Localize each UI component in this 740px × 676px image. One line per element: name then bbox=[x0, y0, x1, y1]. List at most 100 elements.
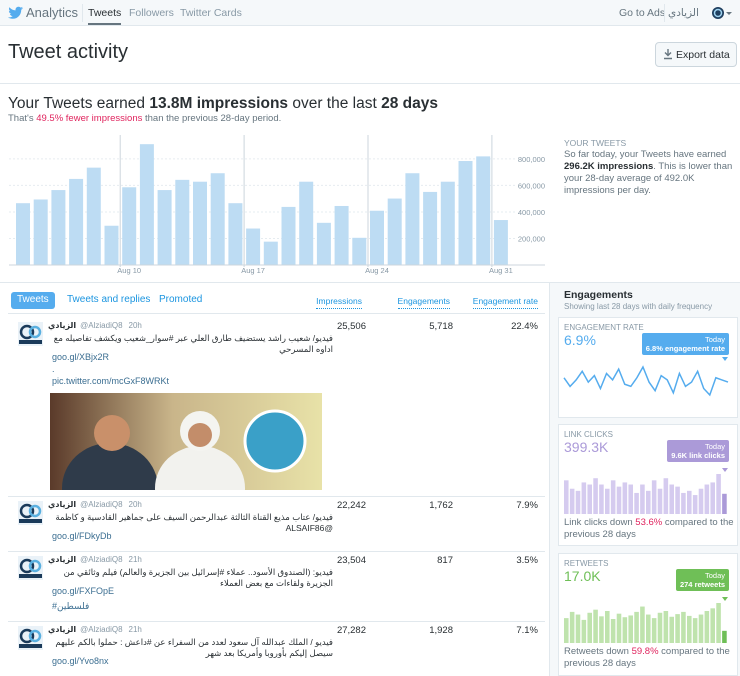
tweet-meta: الزيادي @AlziadiQ8 20h bbox=[48, 321, 142, 330]
bar bbox=[210, 173, 225, 265]
bar bbox=[33, 199, 48, 265]
avatar-logo2 bbox=[28, 504, 42, 518]
column-header[interactable]: Impressions bbox=[316, 296, 362, 309]
mini-bar bbox=[581, 619, 587, 643]
avatar-logo bbox=[19, 503, 35, 519]
bar bbox=[476, 156, 491, 265]
text-segment: 53.6% bbox=[635, 517, 663, 528]
mini-bar bbox=[634, 611, 639, 643]
engagements-cell: 817 bbox=[437, 555, 453, 566]
today-label: Today bbox=[704, 442, 725, 451]
today-value: 9.6K link clicks bbox=[671, 451, 725, 460]
nav-tab[interactable]: Twitter Cards bbox=[180, 7, 242, 19]
bar bbox=[51, 190, 66, 265]
today-value: 6.8% engagement rate bbox=[645, 344, 725, 353]
mini-bar bbox=[710, 608, 715, 643]
nav-tab[interactable]: Followers bbox=[129, 7, 174, 19]
tweet-handle: @AlziadiQ8 bbox=[80, 321, 123, 330]
rate-line bbox=[563, 365, 729, 397]
tweet-handle: @AlziadiQ8 bbox=[80, 555, 123, 564]
tweet-time: 20h bbox=[128, 321, 142, 330]
face-right bbox=[188, 423, 212, 447]
tweet-time: 20h bbox=[128, 500, 142, 509]
mini-bar bbox=[710, 482, 715, 514]
tweet-photo bbox=[50, 393, 322, 490]
engagements-cell: 1,762 bbox=[429, 500, 453, 511]
tweet-meta: الزيادي @AlziadiQ8 21h bbox=[48, 555, 142, 564]
user-name[interactable]: الزيادي bbox=[668, 7, 699, 19]
mini-bar bbox=[651, 618, 657, 643]
mini-bar bbox=[716, 474, 721, 514]
mini-bar bbox=[564, 618, 569, 643]
impressions-cell: 27,282 bbox=[336, 625, 366, 636]
text-segment: 28 days bbox=[381, 95, 438, 112]
mini-bar bbox=[569, 611, 575, 643]
go-to-ads[interactable]: Go to Ads bbox=[619, 7, 666, 19]
metric-total: 399.3K bbox=[564, 439, 609, 455]
mini-bar bbox=[646, 490, 651, 514]
metric-note: Retweets down 59.8% compared to the prev… bbox=[564, 646, 736, 670]
bar bbox=[440, 181, 455, 265]
bar bbox=[493, 220, 508, 265]
tweet-text: فيديو: (الصندوق الأسود.. عملاء #إسرائيل … bbox=[63, 567, 333, 588]
table-tab[interactable]: Tweets bbox=[11, 292, 55, 309]
nav-tab[interactable]: Tweets bbox=[88, 7, 122, 25]
bar bbox=[458, 161, 473, 265]
tweet-avatar bbox=[18, 626, 43, 650]
bar bbox=[405, 173, 420, 265]
tweet-link[interactable]: #فلسطين bbox=[52, 601, 90, 611]
mini-bar bbox=[698, 614, 704, 643]
sidebar-text: So far today, your Tweets have earned 29… bbox=[564, 149, 734, 197]
column-header[interactable]: Engagements bbox=[397, 296, 450, 309]
page-title: Tweet activity bbox=[8, 41, 129, 63]
tweet-link[interactable]: pic.twitter.com/mcGxF8WRKt bbox=[52, 376, 170, 386]
today-value: 274 retweets bbox=[679, 580, 725, 589]
rate-cell: 7.1% bbox=[516, 625, 538, 636]
tweet-link[interactable]: goo.gl/Yvo8nx bbox=[52, 656, 109, 666]
person-right bbox=[155, 446, 245, 490]
tweet-link[interactable]: goo.gl/FDkyDb bbox=[52, 531, 112, 541]
engagements-subtitle: Showing last 28 days with daily frequenc… bbox=[564, 302, 713, 311]
mini-bar bbox=[687, 490, 692, 514]
avatar-band bbox=[19, 519, 42, 523]
user-avatar bbox=[712, 7, 732, 19]
tweet-link[interactable]: . bbox=[52, 364, 55, 374]
tweet-link[interactable]: goo.gl/FXFOpE bbox=[52, 586, 115, 596]
mini-bar bbox=[569, 488, 575, 514]
table-tab[interactable]: Tweets and replies bbox=[67, 294, 151, 305]
bar bbox=[122, 187, 137, 265]
row-rule bbox=[8, 551, 545, 552]
engagements-cell: 5,718 bbox=[429, 321, 453, 332]
tweet-meta: الزيادي @AlziadiQ8 20h bbox=[48, 500, 142, 509]
column-header[interactable]: Engagement rate bbox=[472, 296, 538, 309]
row-rule bbox=[8, 621, 545, 622]
mini-bar bbox=[669, 616, 674, 643]
sidebar-title: YOUR TWEETS bbox=[564, 138, 627, 148]
tweet-link[interactable]: goo.gl/XBjx2R bbox=[52, 352, 110, 362]
table-tab[interactable]: Promoted bbox=[159, 294, 203, 305]
nav-divider bbox=[82, 4, 83, 22]
tweet-author: الزيادي bbox=[48, 500, 77, 509]
text-segment: 13.8M impressions bbox=[149, 95, 289, 112]
download-arrow bbox=[664, 49, 672, 60]
metric-label: RETWEETS bbox=[564, 559, 609, 568]
export-label[interactable]: Export data bbox=[676, 49, 730, 61]
mini-bar bbox=[722, 493, 727, 514]
x-tick-label: Aug 17 bbox=[241, 266, 265, 275]
tweet-time: 21h bbox=[128, 625, 142, 634]
mini-bar bbox=[581, 482, 587, 514]
metric-total: 17.0K bbox=[564, 568, 601, 584]
mini-bar bbox=[675, 614, 680, 643]
bar bbox=[370, 210, 384, 265]
mini-bar bbox=[681, 611, 686, 643]
mini-bar bbox=[575, 614, 581, 643]
tweet-text: فيديو / الملك عبدالله آل سعود لعدد من ال… bbox=[55, 637, 333, 658]
dropdown-caret bbox=[726, 12, 732, 15]
person-left bbox=[62, 443, 158, 490]
impressions-cell: 23,504 bbox=[336, 555, 366, 566]
impressions-chart: 200,000 400,000 600,000 800,000 Aug 10 Aug 17… bbox=[9, 135, 545, 275]
metric-note: Link clicks down 53.6% compared to the p… bbox=[564, 517, 736, 541]
mini-bar bbox=[610, 480, 616, 514]
metric-label: LINK CLICKS bbox=[564, 430, 613, 439]
